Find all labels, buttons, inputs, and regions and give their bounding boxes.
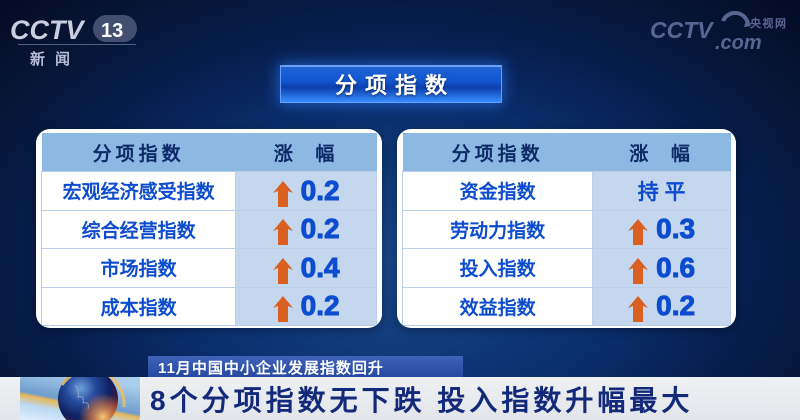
svg-text:CCTV: CCTV [10,15,85,45]
svg-text:13: 13 [101,20,123,42]
svg-text:央视网: 央视网 [750,16,788,30]
svg-text:CCTV: CCTV [650,17,714,43]
svg-text:.com: .com [715,32,762,53]
